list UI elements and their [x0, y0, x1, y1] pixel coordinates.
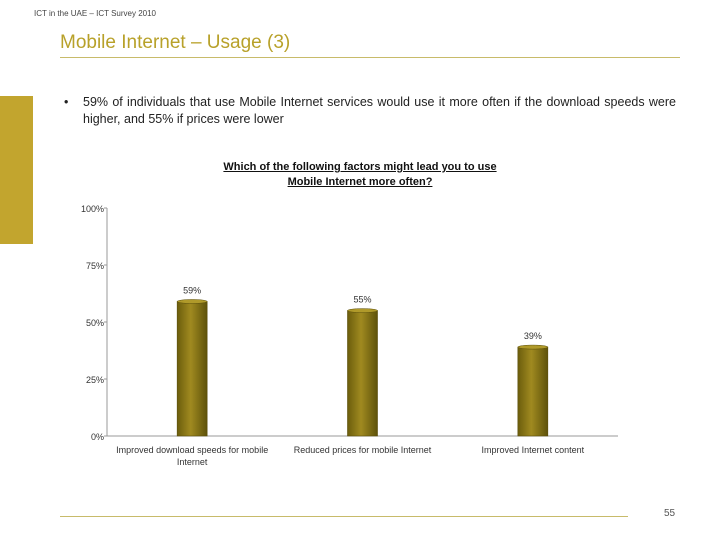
y-tick-label: 25%	[86, 375, 104, 385]
bar-value-label: 59%	[183, 285, 201, 295]
bullet-text: 59% of individuals that use Mobile Inter…	[83, 95, 676, 126]
bullet-marker: •	[64, 95, 69, 109]
y-tick-label: 100%	[81, 204, 104, 214]
slide-title: Mobile Internet – Usage (3)	[60, 32, 291, 53]
bar-top-cap	[176, 299, 208, 304]
category-label: Improved download speeds for mobile	[116, 445, 268, 455]
bar-top-cap	[517, 344, 549, 350]
bar	[176, 301, 208, 437]
bullet-point: • 59% of individuals that use Mobile Int…	[64, 94, 676, 128]
bar-value-label: 55%	[353, 295, 371, 305]
footer-divider	[60, 516, 628, 517]
bar	[517, 346, 549, 437]
y-tick-label: 50%	[86, 318, 104, 328]
chart-title-line-2: Mobile Internet more often?	[287, 176, 433, 188]
chart-title-line-1: Which of the following factors might lea…	[223, 161, 497, 173]
category-label: Reduced prices for mobile Internet	[294, 445, 432, 455]
bar-value-label: 39%	[524, 331, 542, 341]
chart-title: Which of the following factors might lea…	[180, 160, 540, 190]
survey-header-label: ICT in the UAE – ICT Survey 2010	[34, 9, 156, 18]
title-divider	[60, 57, 680, 58]
bar-top-cap	[347, 308, 378, 313]
y-tick-label: 0%	[91, 432, 104, 442]
bar	[347, 310, 378, 437]
side-accent-bar	[0, 96, 33, 244]
category-label: Internet	[177, 457, 208, 467]
category-label: Improved Internet content	[482, 445, 585, 455]
y-tick-label: 75%	[86, 261, 104, 271]
page-number: 55	[664, 508, 676, 519]
